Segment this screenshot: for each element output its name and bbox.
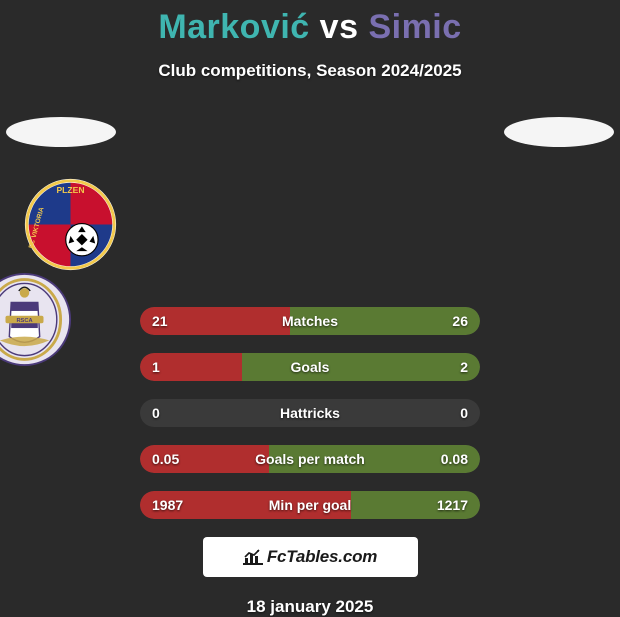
svg-text:RSCA: RSCA <box>16 318 32 324</box>
stat-value-right: 26 <box>452 313 468 329</box>
date-text: 18 january 2025 <box>0 597 620 617</box>
brand-text: FcTables.com <box>267 547 377 567</box>
stat-row: 1987 1217 Min per goal <box>140 491 480 519</box>
stat-rows: 21 26 Matches 1 2 Goals 0 0 Hattricks 0.05 0.08 Goa… <box>140 307 480 519</box>
player1-silhouette <box>6 117 116 147</box>
team-badge-left: PLZEN FC VIKTORIA <box>23 177 118 272</box>
stat-value-right: 2 <box>460 359 468 375</box>
stat-fill-right <box>242 353 480 381</box>
brand-box: FcTables.com <box>203 537 418 577</box>
stat-row: 0.05 0.08 Goals per match <box>140 445 480 473</box>
stat-label: Matches <box>282 313 338 329</box>
stat-value-right: 0 <box>460 405 468 421</box>
chart-icon <box>243 549 263 565</box>
player1-name: Marković <box>158 8 309 46</box>
comparison-content: PLZEN FC VIKTORIA RSCA 21 26 Matches 1 2 Goal… <box>0 117 620 617</box>
stat-label: Hattricks <box>280 405 340 421</box>
stat-value-right: 0.08 <box>441 451 468 467</box>
player2-silhouette <box>504 117 614 147</box>
stat-label: Min per goal <box>269 497 351 513</box>
stat-row: 0 0 Hattricks <box>140 399 480 427</box>
stat-label: Goals per match <box>255 451 365 467</box>
stat-value-left: 1987 <box>152 497 183 513</box>
team-badge-right: RSCA <box>0 272 72 367</box>
stat-value-left: 21 <box>152 313 168 329</box>
stat-label: Goals <box>291 359 330 375</box>
subtitle: Club competitions, Season 2024/2025 <box>0 61 620 81</box>
comparison-title: Marković vs Simic <box>0 0 620 47</box>
stat-value-right: 1217 <box>437 497 468 513</box>
vs-text: vs <box>320 8 359 46</box>
stat-row: 21 26 Matches <box>140 307 480 335</box>
player2-name: Simic <box>368 8 461 46</box>
svg-text:PLZEN: PLZEN <box>56 185 84 195</box>
stat-value-left: 1 <box>152 359 160 375</box>
stat-value-left: 0 <box>152 405 160 421</box>
stat-row: 1 2 Goals <box>140 353 480 381</box>
stat-value-left: 0.05 <box>152 451 179 467</box>
